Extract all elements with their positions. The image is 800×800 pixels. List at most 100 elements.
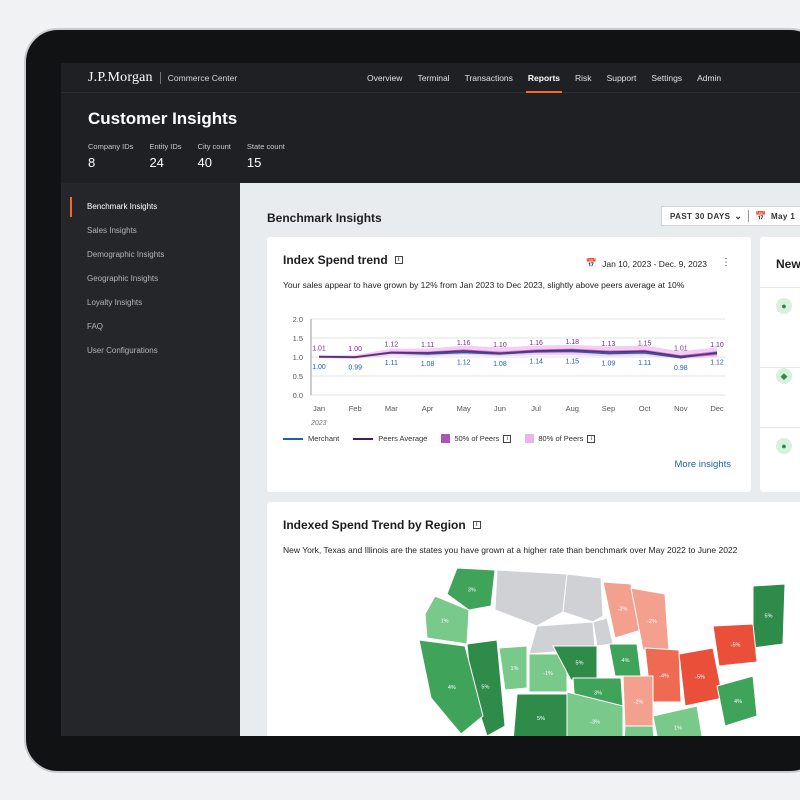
legend-item: 80% of Peers i xyxy=(525,434,596,443)
x-tick-label: Jan xyxy=(313,404,325,413)
info-icon[interactable]: i xyxy=(503,434,512,443)
data-label: 1.09 xyxy=(602,361,616,368)
state-region[interactable] xyxy=(512,693,568,736)
y-tick-label: 0.5 xyxy=(293,372,303,381)
logo-divider xyxy=(159,71,161,84)
x-tick-label: Jun xyxy=(494,404,506,413)
legend-swatch xyxy=(441,434,451,443)
sidebar-item-benchmark-insights[interactable]: Benchmark Insights xyxy=(61,195,240,219)
period-divider xyxy=(748,210,750,222)
sidebar-item-sales-insights[interactable]: Sales Insights xyxy=(87,226,137,235)
state-region-neutral[interactable] xyxy=(494,569,568,627)
region-label: 3% xyxy=(594,691,602,697)
nav-item-risk[interactable]: Risk xyxy=(575,73,592,83)
stat-label: State count xyxy=(246,142,285,151)
news-card: New ● ◆ ● xyxy=(760,237,800,492)
stat-city-count: City count 40 xyxy=(198,142,231,170)
index-spend-chart: 0.0 0.5 1.0 1.5 2.0 1.00 0.99 1.11 1.08 1.12 1.08 1… xyxy=(293,315,725,427)
legend-item: Merchant xyxy=(283,434,339,443)
state-region[interactable] xyxy=(712,623,758,667)
news-row[interactable]: ● xyxy=(760,427,800,492)
chevron-down-icon: ⌄ xyxy=(734,210,743,221)
x-tick-label: Mar xyxy=(385,404,398,413)
state-region[interactable] xyxy=(418,639,484,735)
stat-value: 24 xyxy=(149,155,164,170)
date-range-picker[interactable]: 📅 Jan 10, 2023 - Dec. 9, 2023 xyxy=(586,258,707,269)
legend-swatch xyxy=(525,434,535,443)
data-label: 1.16 xyxy=(457,340,471,347)
nav-menu: Overview Terminal Transactions Reports Risk S… xyxy=(367,63,736,93)
more-options-icon[interactable]: ⋮ xyxy=(721,257,731,268)
series-line xyxy=(318,349,718,358)
region-label: 5% xyxy=(765,614,773,620)
x-tick-label: Oct xyxy=(639,404,652,413)
region-label: 1% xyxy=(441,618,449,624)
sidebar-item-faq[interactable]: FAQ xyxy=(87,322,104,331)
region-label: 5% xyxy=(576,661,584,667)
legend-label: 80% of Peers xyxy=(538,434,584,443)
data-label: 1.15 xyxy=(638,340,652,347)
data-label: 1.16 xyxy=(529,340,543,347)
y-tick-label: 1.0 xyxy=(293,353,303,362)
sidebar-item-geographic-insights[interactable]: Geographic Insights xyxy=(87,274,159,283)
legend-swatch xyxy=(353,437,374,440)
data-label: 1.08 xyxy=(421,361,435,368)
us-region-map: 3% 1% 5% 4% 1% -1% 5% 3% 4% 5% -3% -2% -4% -5% -2% 5% -5… xyxy=(418,567,786,736)
brand-logo[interactable]: J.P.Morgan xyxy=(88,69,153,85)
app-screen: J.P.Morgan Commerce Center Overview Termi… xyxy=(61,63,800,736)
sidebar-item-demographic-insights[interactable]: Demographic Insights xyxy=(87,250,165,259)
news-row[interactable]: ● xyxy=(760,287,800,367)
y-tick-label: 2.0 xyxy=(293,315,303,324)
nav-item-support[interactable]: Support xyxy=(606,73,637,83)
region-label: 5% xyxy=(537,716,545,722)
legend-label: Peers Average xyxy=(378,434,428,443)
region-label: 1% xyxy=(511,666,519,672)
info-icon[interactable]: i xyxy=(472,521,481,529)
data-label: 1.00 xyxy=(312,364,326,371)
region-label: -5% xyxy=(695,675,705,681)
period-date: May 1 xyxy=(770,211,796,221)
region-label: -3% xyxy=(618,607,628,613)
more-insights-link[interactable]: More insights xyxy=(674,459,732,470)
user-icon: ● xyxy=(776,438,792,454)
nav-item-settings[interactable]: Settings xyxy=(651,73,683,83)
region-label: -5% xyxy=(731,643,741,649)
nav-item-terminal[interactable]: Terminal xyxy=(417,73,450,83)
nav-item-transactions[interactable]: Transactions xyxy=(464,73,513,83)
state-region-neutral[interactable] xyxy=(562,573,604,623)
news-row[interactable]: ◆ xyxy=(760,367,800,427)
data-label: 1.01 xyxy=(674,346,688,353)
chart-legend: Merchant Peers Average 50% of Peers i 80% of… xyxy=(283,434,609,443)
data-label: 1.11 xyxy=(421,342,434,349)
region-label: -2% xyxy=(647,619,657,625)
nav-item-admin[interactable]: Admin xyxy=(697,73,722,83)
state-region[interactable] xyxy=(566,691,624,736)
state-region[interactable] xyxy=(446,567,496,611)
state-region[interactable] xyxy=(652,705,703,736)
info-icon[interactable]: i xyxy=(394,256,403,264)
data-label: 1.12 xyxy=(385,341,399,348)
period-selector[interactable]: PAST 30 DAYS ⌄ 📅 May 1 xyxy=(661,206,800,226)
stat-label: Entity IDs xyxy=(149,142,182,151)
state-region[interactable] xyxy=(716,675,758,727)
state-region[interactable] xyxy=(498,645,528,691)
state-region[interactable] xyxy=(424,595,470,645)
state-region-neutral[interactable] xyxy=(592,617,614,647)
stat-label: City count xyxy=(197,142,231,151)
sidebar-item-user-configurations[interactable]: User Configurations xyxy=(87,346,158,355)
stat-label: Company IDs xyxy=(88,142,134,151)
x-tick-label: May xyxy=(457,404,471,413)
nav-item-reports[interactable]: Reports xyxy=(525,63,563,93)
stat-state-count: State count 15 xyxy=(247,142,285,170)
region-label: 3% xyxy=(468,588,476,594)
x-tick-label: Nov xyxy=(674,404,688,413)
nav-item-overview[interactable]: Overview xyxy=(367,73,403,83)
info-icon[interactable]: i xyxy=(587,434,596,443)
region-label: 4% xyxy=(622,658,630,664)
data-label: 1.11 xyxy=(638,360,651,367)
stat-entity-ids: Entity IDs 24 xyxy=(149,142,181,170)
sidebar-item-loyalty-insights[interactable]: Loyalty Insights xyxy=(87,298,143,307)
state-region[interactable] xyxy=(623,725,655,736)
region-label: -2% xyxy=(634,700,644,706)
region-label: -4% xyxy=(659,674,669,680)
